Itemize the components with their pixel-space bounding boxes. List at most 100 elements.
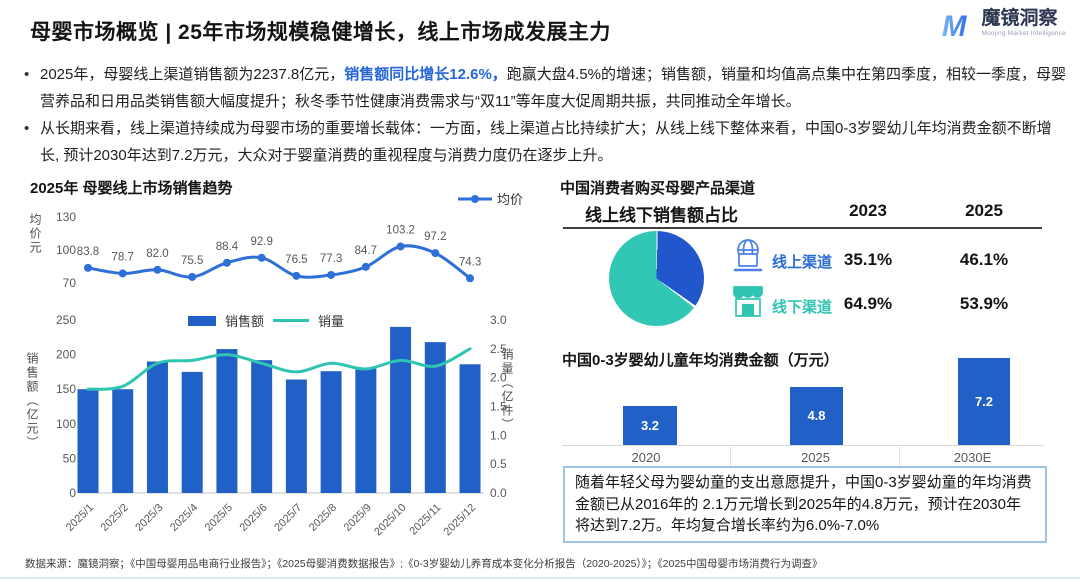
month-label: 2025/11 (407, 502, 443, 538)
avg-point (84, 263, 92, 272)
month-label: 2025/4 (168, 502, 200, 534)
month-label: 2025/2 (99, 502, 131, 534)
online-channel-icon (733, 239, 763, 272)
note-box: 随着年轻父母为婴幼童的支出意愿提升，中国0-3岁婴幼童的年均消费金额已从2016… (563, 466, 1047, 543)
consumption-category-label: 2030E (899, 447, 1045, 468)
offline-channel-icon (733, 286, 763, 317)
svg-text:M: M (942, 10, 968, 43)
avg-value-label: 92.9 (250, 236, 272, 248)
avg-legend-label: 均价 (497, 192, 524, 207)
sales-bar (285, 379, 307, 493)
sales-bar (112, 389, 134, 493)
channel-pie-chart (609, 231, 704, 326)
svg-text:1.5: 1.5 (490, 399, 507, 413)
avg-point (327, 270, 336, 279)
avg-price-line-chart: 70 100 130 83.8 78.7 82.0 75.5 88.4 92.9 76.5 77.3… (56, 210, 481, 290)
consumption-category-label: 2025 (730, 447, 900, 468)
svg-text:1.0: 1.0 (490, 428, 507, 442)
bullet-item: • 2025年，母婴线上渠道销售额为2237.8亿元，销售额同比增长12.6%，跑… (24, 61, 1066, 115)
avg-point (396, 242, 405, 251)
column-header-2025: 2025 (965, 201, 1003, 220)
offline-2025-value: 53.9% (959, 294, 1009, 313)
svg-text:250: 250 (56, 313, 76, 327)
avg-point (361, 262, 370, 271)
svg-text:130: 130 (56, 210, 76, 224)
volume-y-axis-label: 销量（亿件） (500, 348, 514, 432)
left-chart-title: 2025年 母婴线上市场销售趋势 (30, 180, 233, 197)
avg-point (466, 274, 475, 283)
sales-bar (181, 371, 203, 493)
avg-y-axis-label: 均价元 (28, 213, 42, 255)
avg-point (188, 272, 197, 281)
month-label: 2025/8 (307, 502, 339, 534)
sales-bar (424, 342, 446, 493)
volume-legend-line (273, 319, 309, 322)
sales-bar (251, 360, 273, 493)
sales-legend-swatch (187, 315, 216, 326)
avg-price-legend: 均价 (458, 189, 523, 208)
avg-value-label: 97.2 (424, 231, 446, 243)
avg-point (257, 253, 266, 262)
sales-legend-label: 销售额 (224, 314, 264, 329)
online-2025-value: 46.1% (959, 250, 1009, 269)
svg-text:0.0: 0.0 (490, 486, 507, 500)
consumption-chart-title: 中国0-3岁婴幼儿童年均消费金额（万元） (562, 352, 839, 369)
avg-value-label: 78.7 (112, 251, 134, 263)
avg-value-label: 75.5 (181, 255, 203, 267)
svg-text:200: 200 (56, 348, 76, 362)
channel-section-title: 中国消费者购买母婴产品渠道 (560, 180, 756, 197)
avg-value-label: 103.2 (386, 224, 415, 236)
logo: M 魔镜洞察 Moojing Market Intelligence (941, 8, 1066, 46)
svg-text:2.0: 2.0 (490, 371, 507, 385)
svg-text:3.0: 3.0 (490, 313, 507, 327)
sales-bar (146, 361, 168, 493)
bullet-marker: • (24, 120, 30, 137)
month-label: 2025/1 (64, 502, 96, 534)
sales-bar (390, 326, 412, 493)
svg-text:70: 70 (63, 276, 77, 290)
column-header-2023: 2023 (849, 201, 887, 220)
bullet-text: 从长期来看，线上渠道持续成为母婴市场的重要增长载体：一方面，线上渠道占比持续扩大… (40, 120, 1052, 164)
sales-bar (77, 389, 99, 493)
avg-point (153, 265, 162, 274)
logo-text: 魔镜洞察 (981, 8, 1058, 29)
avg-value-label: 82.0 (146, 248, 168, 260)
consumption-bar: 7.2 (958, 357, 1010, 445)
bullet-item: • 从长期来看，线上渠道持续成为母婴市场的重要增长载体：一方面，线上渠道占比持续扩… (24, 115, 1066, 169)
logo-m-icon: M (942, 10, 968, 43)
svg-text:0: 0 (69, 486, 76, 500)
line-marker-icon (458, 194, 492, 203)
month-label: 2025/5 (203, 502, 235, 534)
logo-text-block: 魔镜洞察 Moojing Market Intelligence (981, 8, 1066, 37)
bullet-marker: • (24, 66, 30, 83)
consumption-category-label: 2020 (631, 450, 661, 465)
avg-point (118, 269, 127, 278)
page-title: 母婴市场概览 | 25年市场规模稳健增长，线上市场成发展主力 (30, 21, 611, 44)
month-label: 2025/12 (442, 502, 479, 539)
avg-value-label: 84.7 (355, 245, 377, 257)
month-label: 2025/9 (342, 502, 374, 534)
svg-text:0.5: 0.5 (490, 457, 507, 471)
month-label: 2025/7 (272, 502, 304, 534)
avg-value-label: 88.4 (216, 241, 239, 253)
offline-channel-label: 线下渠道 (772, 299, 833, 316)
logo-subtext: Moojing Market Intelligence (981, 30, 1066, 37)
data-source: 数据来源：魔镜洞察；《中国母婴用品电商行业报告》；《2025母婴消费数据报告》;… (25, 558, 823, 570)
avg-value-label: 76.5 (285, 254, 307, 266)
avg-point (292, 271, 301, 280)
svg-text:150: 150 (56, 382, 76, 396)
volume-line (86, 347, 472, 391)
sales-y-axis-label: 销售额（亿元） (25, 352, 39, 450)
avg-value-label: 83.8 (77, 246, 99, 258)
sales-bar (355, 368, 377, 493)
channel-table-header: 线上线下销售额占比 (585, 206, 738, 225)
svg-text:50: 50 (63, 451, 77, 465)
summary-bullets: • 2025年，母婴线上渠道销售额为2237.8亿元，销售额同比增长12.6%，跑… (24, 61, 1066, 169)
avg-point (431, 249, 440, 258)
combo-chart-legend: 销售额 销量 (150, 311, 382, 330)
volume-legend-label: 销量 (318, 314, 345, 329)
bullet-text: 2025年，母婴线上渠道销售额为2237.8亿元，销售额同比增长12.6%，跑赢… (40, 66, 1066, 110)
avg-value-label: 74.3 (459, 256, 481, 268)
month-label: 2025/10 (372, 502, 409, 539)
